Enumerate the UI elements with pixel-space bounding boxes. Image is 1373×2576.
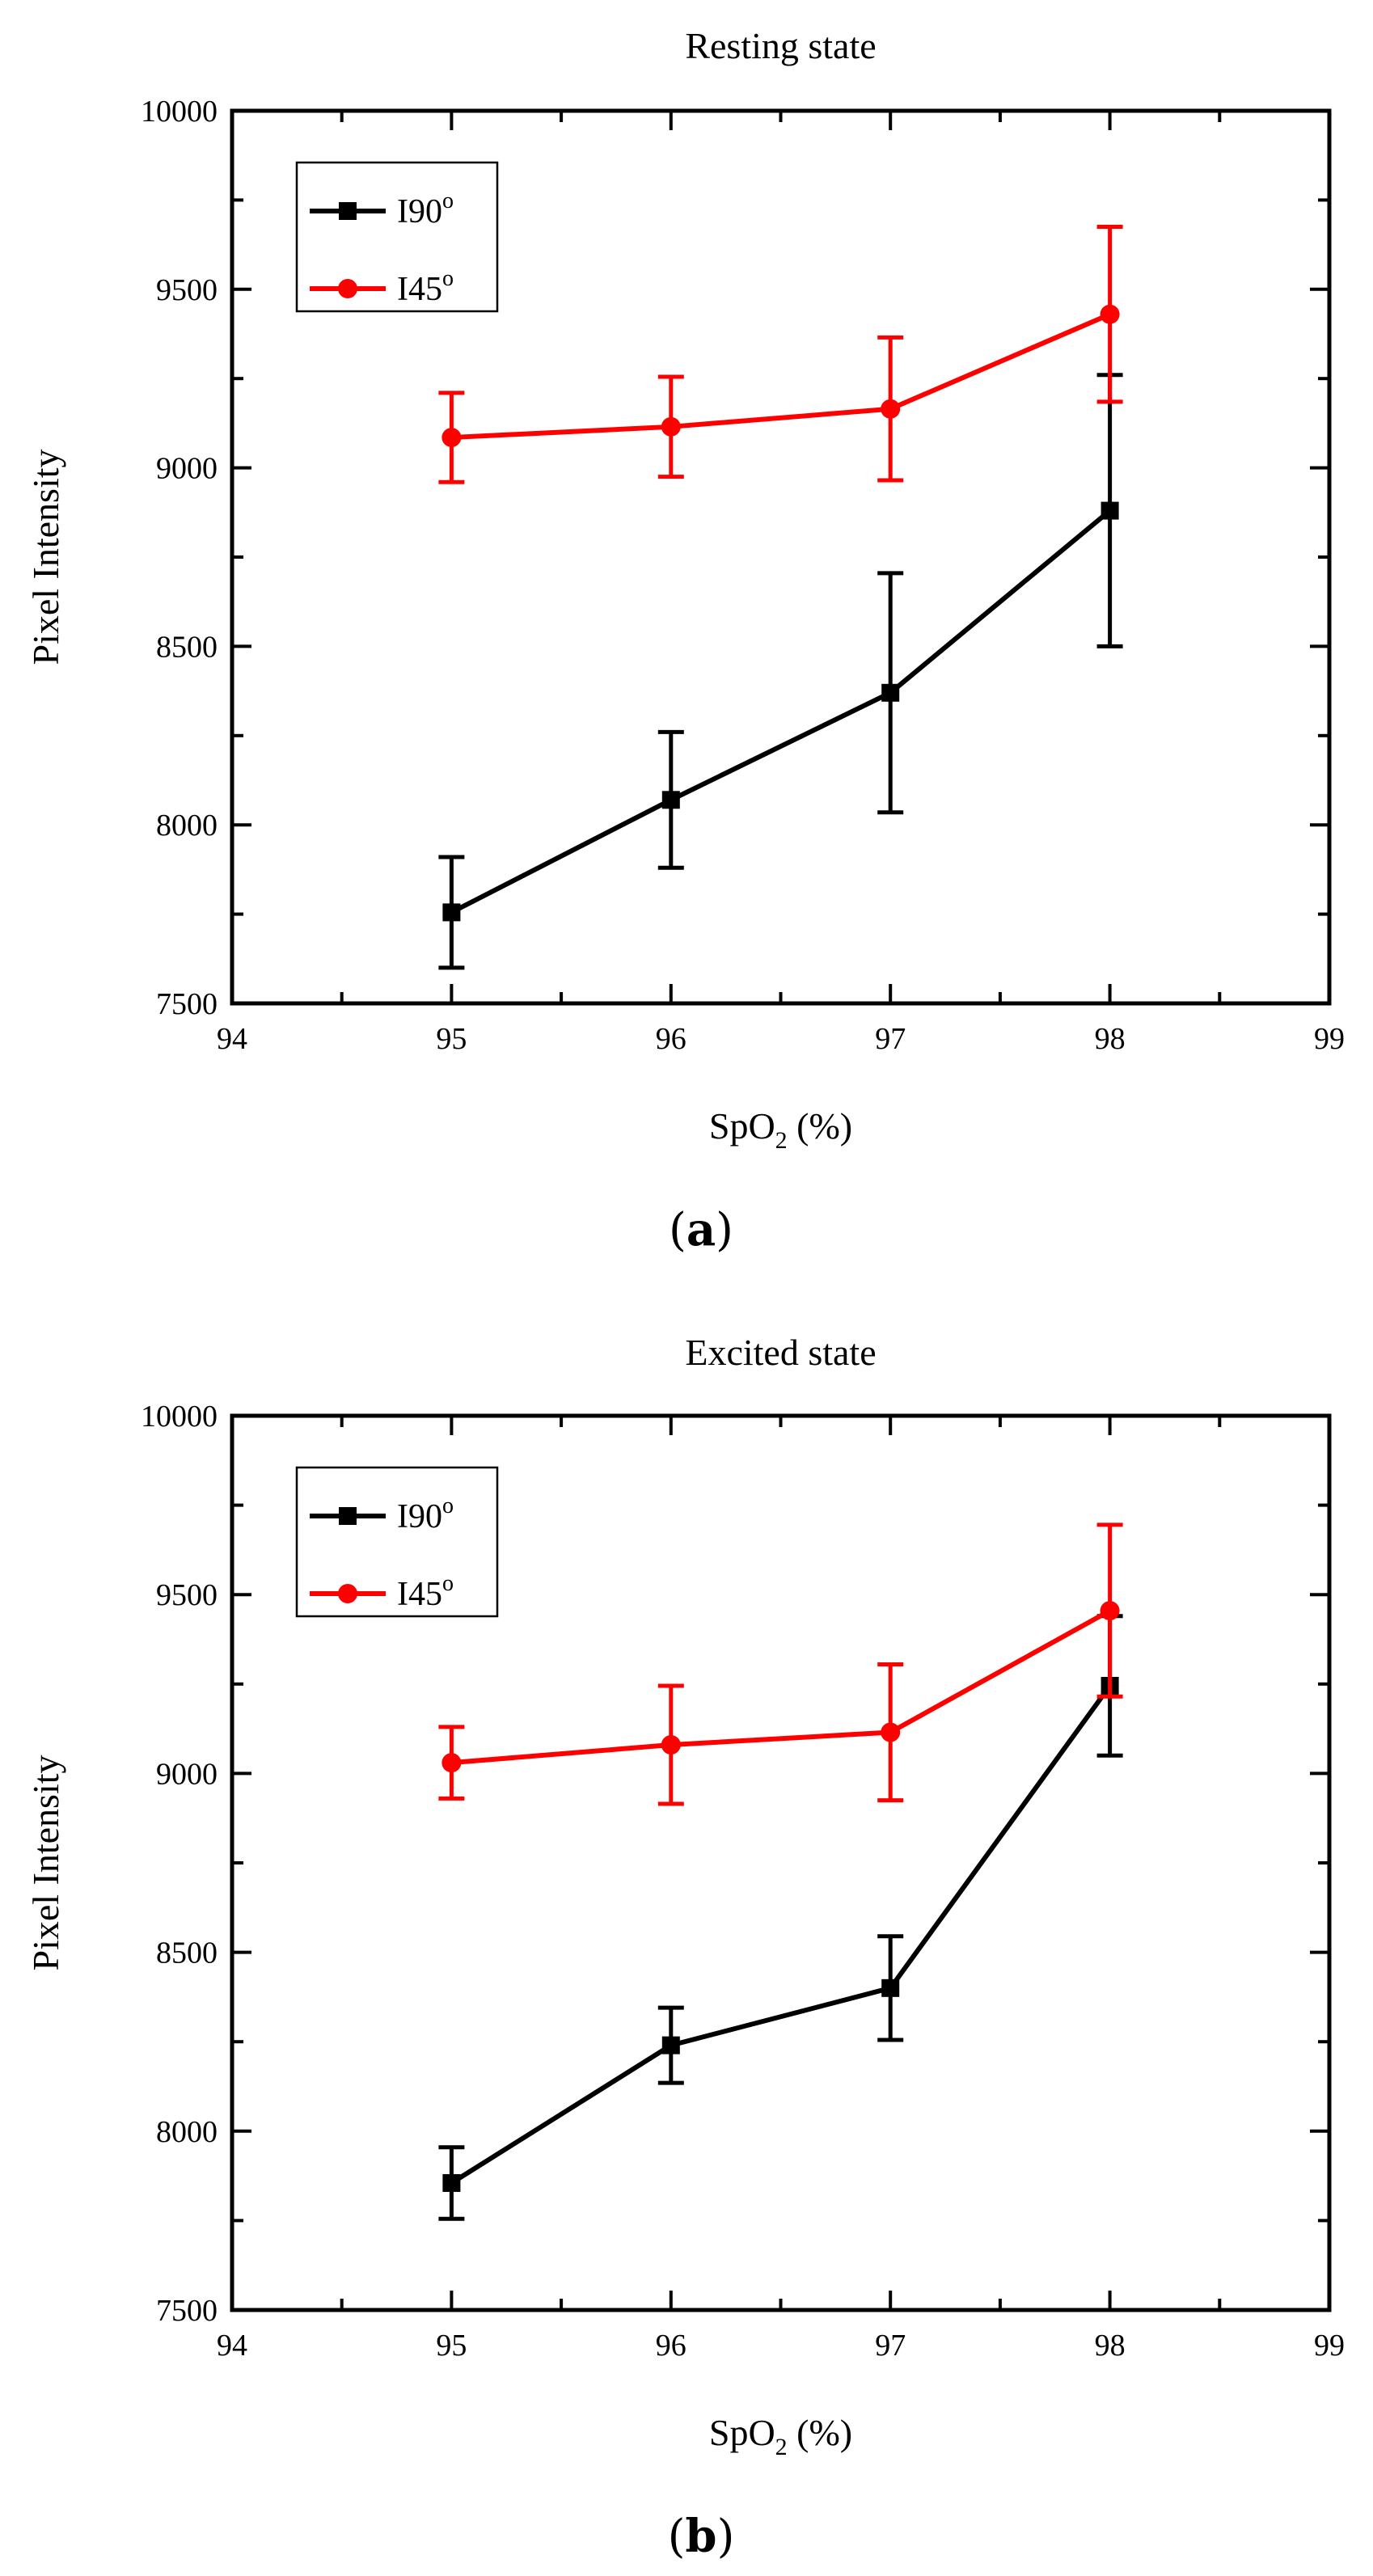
data-point-square bbox=[661, 2036, 680, 2054]
data-point-square bbox=[661, 791, 680, 809]
panel-label: (a) bbox=[669, 1203, 733, 1256]
chart-title: Resting state bbox=[685, 25, 876, 66]
legend-label-sup: o bbox=[442, 1571, 454, 1596]
data-point-square bbox=[442, 903, 461, 922]
x-tick-label: 98 bbox=[1095, 1022, 1126, 1056]
data-point-square bbox=[1101, 501, 1119, 520]
legend-label: I45o bbox=[397, 1571, 454, 1613]
y-axis-title: Pixel Intensity bbox=[25, 1755, 66, 1970]
series-line bbox=[450, 1684, 1113, 2185]
x-axis-title-suffix: (%) bbox=[788, 2412, 852, 2453]
chart-panel-excited: Excited state 7500 8000 8500 9000 9500 10000 94… bbox=[25, 1332, 1345, 2563]
legend-marker-square bbox=[339, 202, 357, 220]
series-i90 bbox=[438, 373, 1123, 970]
data-point-circle bbox=[881, 399, 901, 419]
x-axis-title: SpO2 (%) bbox=[709, 1105, 852, 1154]
y-tick-label: 8000 bbox=[156, 2115, 218, 2149]
y-tick-label: 9500 bbox=[156, 1578, 218, 1612]
x-tick-label: 99 bbox=[1314, 2329, 1345, 2363]
legend-label-main: I45 bbox=[397, 271, 442, 308]
panel-label-letter: a bbox=[686, 1203, 716, 1256]
panel-label-open: ( bbox=[668, 2511, 686, 2563]
x-tick-label: 96 bbox=[656, 2329, 686, 2363]
x-tick-label: 94 bbox=[217, 1022, 247, 1056]
y-tick-label: 9000 bbox=[156, 452, 218, 486]
x-axis-title-sub: 2 bbox=[775, 2434, 788, 2460]
series-line bbox=[451, 311, 1111, 441]
data-point-circle bbox=[1100, 304, 1120, 324]
x-tick-label: 96 bbox=[656, 1022, 686, 1056]
legend-label: I90o bbox=[397, 1493, 454, 1535]
series-line bbox=[450, 509, 1112, 915]
x-axis-title-main: SpO bbox=[709, 2412, 775, 2453]
legend-label-main: I90 bbox=[397, 1498, 442, 1535]
legend-label-sup: o bbox=[442, 266, 454, 291]
y-tick-label: 8000 bbox=[156, 809, 218, 842]
legend-label: I45o bbox=[397, 266, 454, 308]
data-point-circle bbox=[661, 416, 681, 437]
y-tick-label: 7500 bbox=[156, 987, 218, 1021]
legend-label-sup: o bbox=[442, 1493, 454, 1518]
panel-label-close: ) bbox=[717, 2511, 735, 2563]
y-tick-label: 7500 bbox=[156, 2294, 218, 2328]
data-point-circle bbox=[441, 428, 462, 448]
panel-label-letter: b bbox=[685, 2510, 716, 2563]
x-tick-label: 95 bbox=[436, 2329, 467, 2363]
data-point-square bbox=[881, 683, 900, 702]
series-i45 bbox=[438, 225, 1123, 484]
series-i45 bbox=[438, 1522, 1123, 1806]
data-point-square bbox=[442, 2173, 461, 2192]
panel-label-close: ) bbox=[716, 1204, 733, 1256]
y-tick-label: 8500 bbox=[156, 630, 218, 664]
x-tick-label: 97 bbox=[875, 2329, 906, 2363]
x-tick-label: 94 bbox=[217, 2329, 247, 2363]
data-point-circle bbox=[661, 1735, 681, 1755]
x-tick-label: 95 bbox=[436, 1022, 467, 1056]
panel-label-open: ( bbox=[669, 1204, 686, 1256]
x-axis-title: SpO2 (%) bbox=[709, 2412, 852, 2460]
y-tick-label: 10000 bbox=[141, 1400, 218, 1434]
series-i90 bbox=[438, 1614, 1123, 2221]
legend-label-sup: o bbox=[442, 188, 454, 213]
y-tick-label: 9500 bbox=[156, 273, 218, 307]
panel-label: (b) bbox=[668, 2510, 735, 2563]
data-point-circle bbox=[1100, 1601, 1120, 1621]
legend-label: I90o bbox=[397, 188, 454, 230]
x-tick-label: 98 bbox=[1095, 2329, 1126, 2363]
data-point-circle bbox=[441, 1753, 462, 1773]
legend-label-main: I90 bbox=[397, 193, 442, 230]
x-tick-label: 99 bbox=[1314, 1022, 1345, 1056]
x-axis-title-sub: 2 bbox=[775, 1127, 788, 1154]
y-tick-label: 9000 bbox=[156, 1757, 218, 1791]
y-tick-label: 8500 bbox=[156, 1936, 218, 1970]
data-point-circle bbox=[881, 1722, 901, 1742]
y-axis-title: Pixel Intensity bbox=[25, 449, 66, 665]
legend-marker-circle bbox=[338, 279, 357, 298]
series-line bbox=[451, 1608, 1112, 1766]
legend-marker-square bbox=[339, 1507, 357, 1525]
legend-label-main: I45 bbox=[397, 1576, 442, 1613]
x-axis-title-main: SpO bbox=[709, 1105, 775, 1147]
chart-panel-resting: Resting state 7500 8000 8500 9000 9500 10000 94… bbox=[25, 25, 1345, 1256]
x-axis-title-suffix: (%) bbox=[788, 1105, 852, 1147]
x-tick-label: 97 bbox=[875, 1022, 906, 1056]
y-tick-label: 10000 bbox=[141, 95, 218, 129]
chart-title: Excited state bbox=[685, 1332, 876, 1373]
legend-marker-circle bbox=[338, 1584, 357, 1603]
data-point-square bbox=[881, 1978, 900, 1997]
